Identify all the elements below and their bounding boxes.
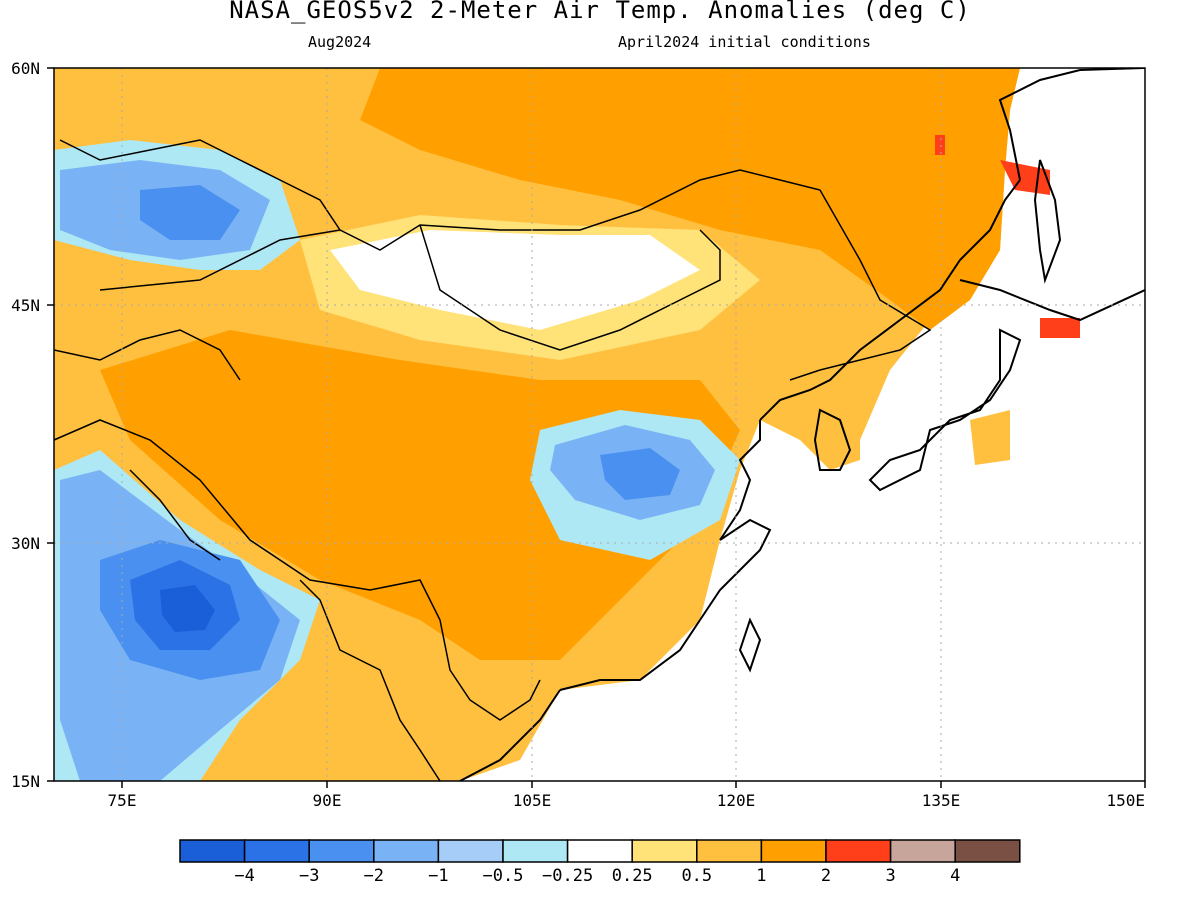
- anomaly-region-siberia: [360, 68, 1020, 330]
- anomaly-region-east-siberia: [935, 135, 945, 155]
- initial-conditions: April2024 initial conditions: [618, 33, 871, 51]
- tick-marks: [47, 67, 1146, 788]
- colorbar-label: 3: [885, 866, 895, 886]
- colorbar-label: 4: [950, 866, 960, 886]
- anomaly-region-hokkaido: [1040, 318, 1080, 338]
- colorbar-swatch: [373, 839, 440, 863]
- colorbar-label: −2: [364, 866, 384, 886]
- colorbar-swatch: [243, 839, 310, 863]
- colorbar-label: −3: [299, 866, 319, 886]
- colorbar-swatch: [825, 839, 892, 863]
- colorbar-label: 0.25: [612, 866, 653, 886]
- forecast-month: Aug2024: [308, 33, 372, 51]
- lat-label-45n: 45N: [11, 296, 40, 315]
- colorbar-label: 2: [821, 866, 831, 886]
- lon-label-75e: 75E: [108, 791, 137, 810]
- colorbar-swatch: [631, 839, 698, 863]
- anomaly-region-japan: [970, 410, 1010, 465]
- colorbar-label: 0.5: [681, 866, 712, 886]
- lat-label-60n: 60N: [11, 59, 40, 78]
- lon-label-105e: 105E: [513, 791, 552, 810]
- anomaly-region-kazakhstan-core: [140, 185, 240, 240]
- lat-label-30n: 30N: [11, 534, 40, 553]
- colorbar-swatch: [760, 839, 827, 863]
- lon-label-120e: 120E: [717, 791, 756, 810]
- colorbar-swatch: [696, 839, 763, 863]
- colorbar-swatch: [308, 839, 375, 863]
- colorbar-swatch: [954, 839, 1021, 863]
- coastlines: [459, 68, 1145, 781]
- plot-frame: [53, 67, 1146, 782]
- colorbar-label: −4: [234, 866, 254, 886]
- colorbar-label: −1: [428, 866, 448, 886]
- colorbar-label: −0.25: [542, 866, 593, 886]
- colorbar-swatch: [502, 839, 569, 863]
- colorbar-label: −0.5: [483, 866, 524, 886]
- map-title: NASA_GEOS5v2 2-Meter Air Temp. Anomalies…: [229, 0, 971, 24]
- lon-label-150e: 150E: [1106, 791, 1145, 810]
- anomaly-region-korea: [822, 410, 860, 470]
- anomaly-region-tibet: [100, 330, 740, 660]
- country-borders: [54, 139, 932, 781]
- colorbar-swatch: [566, 839, 633, 863]
- lon-label-90e: 90E: [313, 791, 342, 810]
- colorbar-swatch: [179, 839, 246, 863]
- colorbar-swatch: [437, 839, 504, 863]
- colorbar: −4 −3 −2 −1 −0.5 −0.25 0.25 0.5 1 2 3 4: [179, 839, 1021, 886]
- lat-label-15n: 15N: [11, 772, 40, 791]
- anomaly-region-east-china-core: [600, 448, 680, 500]
- anomaly-region-india-min: [160, 585, 215, 632]
- colorbar-swatch: [889, 839, 956, 863]
- lon-label-135e: 135E: [922, 791, 961, 810]
- colorbar-label: 1: [756, 866, 766, 886]
